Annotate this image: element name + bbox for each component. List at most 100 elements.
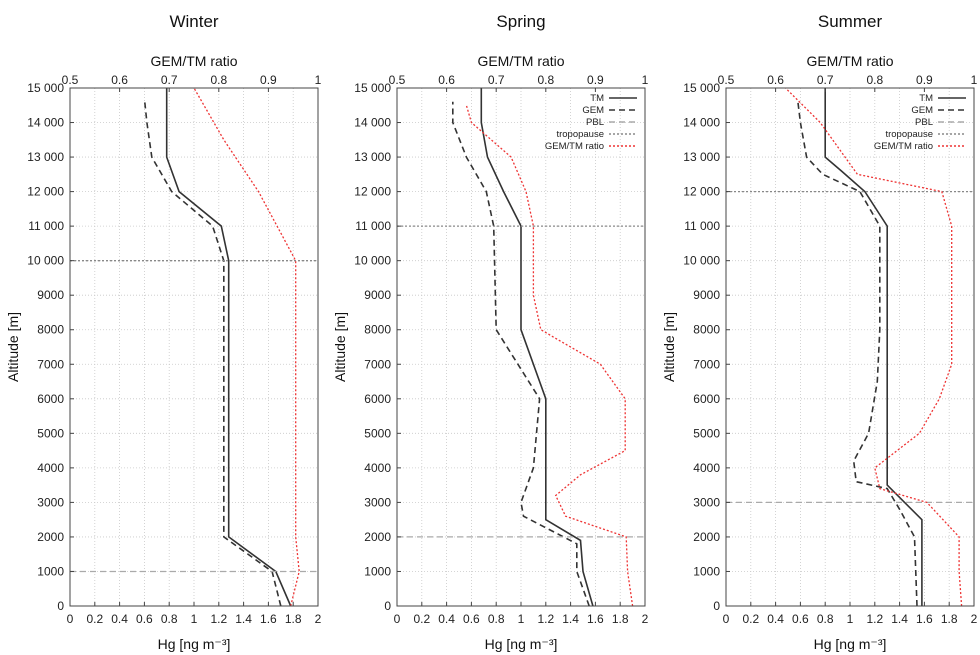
y-axis-title: Altitude [m] [332, 312, 348, 382]
y-tick-label: 12 000 [683, 185, 720, 199]
x2-axis-title: GEM/TM ratio [477, 53, 564, 69]
series-line-gem [143, 98, 282, 607]
x-tick-label: 1.6 [260, 612, 277, 626]
y-tick-label: 7000 [364, 357, 391, 371]
chart-title: Winter [169, 12, 218, 31]
legend-label: GEM/TM ratio [545, 141, 604, 152]
y-tick-label: 2000 [693, 530, 720, 544]
y-tick-label: 9000 [37, 288, 64, 302]
y-tick-label: 7000 [693, 357, 720, 371]
y-tick-label: 10 000 [354, 254, 391, 268]
y-tick-label: 0 [384, 599, 391, 613]
y-tick-label: 10 000 [683, 254, 720, 268]
x-tick-label: 1.2 [866, 612, 883, 626]
series-line-gem-tm-ratio [193, 87, 300, 607]
y-tick-label: 0 [57, 599, 64, 613]
x-tick-label: 0 [394, 612, 401, 626]
y-tick-label: 5000 [364, 426, 391, 440]
x-tick-label: 1.8 [612, 612, 629, 626]
x2-tick-label: 0.5 [389, 73, 406, 87]
y-tick-label: 15 000 [27, 81, 64, 95]
x-tick-label: 0.8 [161, 612, 178, 626]
x2-axis-title: GEM/TM ratio [806, 53, 893, 69]
legend-label: TM [919, 93, 933, 104]
chart-title: Summer [818, 12, 883, 31]
y-tick-label: 6000 [37, 392, 64, 406]
y-tick-label: 15 000 [354, 81, 391, 95]
y-tick-label: 5000 [37, 426, 64, 440]
x-tick-label: 0 [723, 612, 730, 626]
x2-tick-label: 0.8 [537, 73, 554, 87]
y-tick-label: 9000 [693, 288, 720, 302]
y-tick-label: 7000 [37, 357, 64, 371]
y-tick-label: 14 000 [683, 116, 720, 130]
y-tick-label: 10 000 [27, 254, 64, 268]
legend-label: tropopause [556, 129, 604, 140]
x-tick-label: 0.4 [438, 612, 455, 626]
y-tick-label: 12 000 [354, 185, 391, 199]
x-tick-label: 0.6 [792, 612, 809, 626]
series-line-gem-tm-ratio [785, 87, 963, 607]
y-tick-label: 1000 [364, 564, 391, 578]
y-tick-label: 11 000 [684, 219, 720, 233]
chart-title: Spring [496, 12, 545, 31]
y-tick-label: 9000 [364, 288, 391, 302]
x-tick-label: 1.4 [891, 612, 908, 626]
chart-panel-spring: 0 0.2 0.4 0.6 0.8 1 1.2 1.4 1.6 1.8 2 0.5 0.6 0.7 0.8 0… [332, 12, 649, 652]
x-tick-label: 1 [847, 612, 854, 626]
y-tick-label: 11 000 [28, 219, 64, 233]
y-tick-label: 15 000 [683, 81, 720, 95]
y-tick-label: 11 000 [355, 219, 391, 233]
x-tick-label: 1.2 [210, 612, 227, 626]
x2-tick-label: 0.6 [438, 73, 455, 87]
x2-tick-label: 0.8 [866, 73, 883, 87]
x-tick-label: 0.6 [136, 612, 153, 626]
legend-label: TM [590, 93, 604, 104]
y-tick-label: 2000 [364, 530, 391, 544]
legend-label: GEM [582, 105, 604, 116]
x-tick-label: 1.8 [941, 612, 958, 626]
x-tick-label: 0.4 [767, 612, 784, 626]
x2-tick-label: 0.7 [817, 73, 834, 87]
y-tick-label: 3000 [37, 495, 64, 509]
x-tick-label: 0.6 [463, 612, 480, 626]
x-axis-title: Hg [ng m⁻³] [158, 636, 231, 652]
x2-tick-label: 1 [971, 73, 978, 87]
x-axis-title: Hg [ng m⁻³] [485, 636, 558, 652]
x-tick-label: 0.8 [488, 612, 505, 626]
x2-tick-label: 0.9 [916, 73, 933, 87]
legend-label: PBL [915, 117, 933, 128]
series-line-gem-tm-ratio [465, 105, 634, 607]
series-line-tm [480, 88, 594, 607]
x2-axis-title: GEM/TM ratio [150, 53, 237, 69]
legend-label: PBL [586, 117, 604, 128]
x2-tick-label: 0.7 [161, 73, 178, 87]
x-tick-label: 1.4 [562, 612, 579, 626]
y-tick-label: 14 000 [354, 116, 391, 130]
y-tick-label: 12 000 [27, 185, 64, 199]
y-tick-label: 6000 [693, 392, 720, 406]
x-tick-label: 1.2 [537, 612, 554, 626]
y-tick-label: 3000 [364, 495, 391, 509]
y-tick-label: 1000 [693, 564, 720, 578]
x2-tick-label: 0.9 [260, 73, 277, 87]
x-tick-label: 0.2 [742, 612, 759, 626]
x2-tick-label: 0.6 [767, 73, 784, 87]
y-tick-label: 4000 [37, 461, 64, 475]
y-tick-label: 8000 [364, 323, 391, 337]
y-tick-label: 5000 [693, 426, 720, 440]
x2-tick-label: 0.5 [62, 73, 79, 87]
y-axis-title: Altitude [m] [5, 312, 21, 382]
y-tick-label: 13 000 [27, 150, 64, 164]
x-tick-label: 2 [642, 612, 649, 626]
x2-tick-label: 0.9 [587, 73, 604, 87]
x-tick-label: 0 [67, 612, 74, 626]
y-tick-label: 3000 [693, 495, 720, 509]
x-tick-label: 0.4 [111, 612, 128, 626]
y-tick-label: 14 000 [27, 116, 64, 130]
y-tick-label: 8000 [693, 323, 720, 337]
x-tick-label: 1.4 [235, 612, 252, 626]
x2-tick-label: 0.5 [718, 73, 735, 87]
